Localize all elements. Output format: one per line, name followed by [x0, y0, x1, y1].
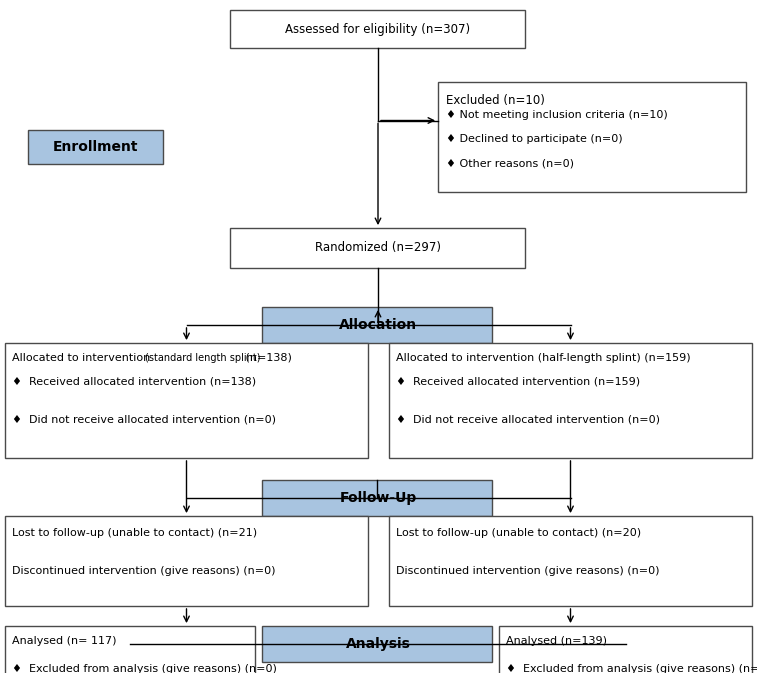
Text: Discontinued intervention (give reasons) (n=0): Discontinued intervention (give reasons)…	[12, 566, 276, 576]
Text: Lost to follow-up (unable to contact) (n=21): Lost to follow-up (unable to contact) (n…	[12, 528, 257, 538]
FancyBboxPatch shape	[389, 343, 752, 458]
Text: Analysed (n=139): Analysed (n=139)	[506, 636, 607, 646]
FancyBboxPatch shape	[262, 626, 492, 662]
Text: Randomized (n=297): Randomized (n=297)	[315, 242, 441, 254]
Text: Analysis: Analysis	[345, 637, 410, 651]
Text: Analysed (n= 117): Analysed (n= 117)	[12, 636, 117, 646]
FancyBboxPatch shape	[230, 228, 525, 268]
FancyBboxPatch shape	[438, 82, 746, 192]
FancyBboxPatch shape	[28, 130, 163, 164]
Text: Excluded (n=10): Excluded (n=10)	[446, 94, 545, 107]
Text: ♦ Other reasons (n=0): ♦ Other reasons (n=0)	[446, 158, 574, 168]
Text: Lost to follow-up (unable to contact) (n=20): Lost to follow-up (unable to contact) (n…	[396, 528, 641, 538]
FancyBboxPatch shape	[389, 516, 752, 606]
Text: ♦  Excluded from analysis (give reasons) (n=0): ♦ Excluded from analysis (give reasons) …	[506, 664, 757, 673]
Text: Follow-Up: Follow-Up	[339, 491, 416, 505]
Text: Allocated to intervention (half-length splint) (n=159): Allocated to intervention (half-length s…	[396, 353, 690, 363]
Text: ♦ Not meeting inclusion criteria (n=10): ♦ Not meeting inclusion criteria (n=10)	[446, 110, 668, 120]
Text: Enrollment: Enrollment	[53, 140, 139, 154]
Text: (standard length splint): (standard length splint)	[145, 353, 260, 363]
Text: Discontinued intervention (give reasons) (n=0): Discontinued intervention (give reasons)…	[396, 566, 659, 576]
Text: ♦  Excluded from analysis (give reasons) (n=0): ♦ Excluded from analysis (give reasons) …	[12, 664, 277, 673]
Text: (n=138): (n=138)	[242, 353, 292, 363]
FancyBboxPatch shape	[230, 10, 525, 48]
Text: Allocation: Allocation	[339, 318, 417, 332]
FancyBboxPatch shape	[5, 516, 368, 606]
Text: ♦  Received allocated intervention (n=138): ♦ Received allocated intervention (n=138…	[12, 377, 256, 387]
FancyBboxPatch shape	[262, 480, 492, 516]
Text: ♦  Did not receive allocated intervention (n=0): ♦ Did not receive allocated intervention…	[12, 415, 276, 425]
FancyBboxPatch shape	[5, 343, 368, 458]
Text: ♦  Received allocated intervention (n=159): ♦ Received allocated intervention (n=159…	[396, 377, 640, 387]
Text: Assessed for eligibility (n=307): Assessed for eligibility (n=307)	[285, 22, 471, 36]
Text: ♦ Declined to participate (n=0): ♦ Declined to participate (n=0)	[446, 134, 622, 144]
FancyBboxPatch shape	[262, 307, 492, 343]
Text: ♦  Did not receive allocated intervention (n=0): ♦ Did not receive allocated intervention…	[396, 415, 660, 425]
FancyBboxPatch shape	[499, 626, 752, 673]
FancyBboxPatch shape	[5, 626, 255, 673]
Text: Allocated to intervention: Allocated to intervention	[12, 353, 154, 363]
